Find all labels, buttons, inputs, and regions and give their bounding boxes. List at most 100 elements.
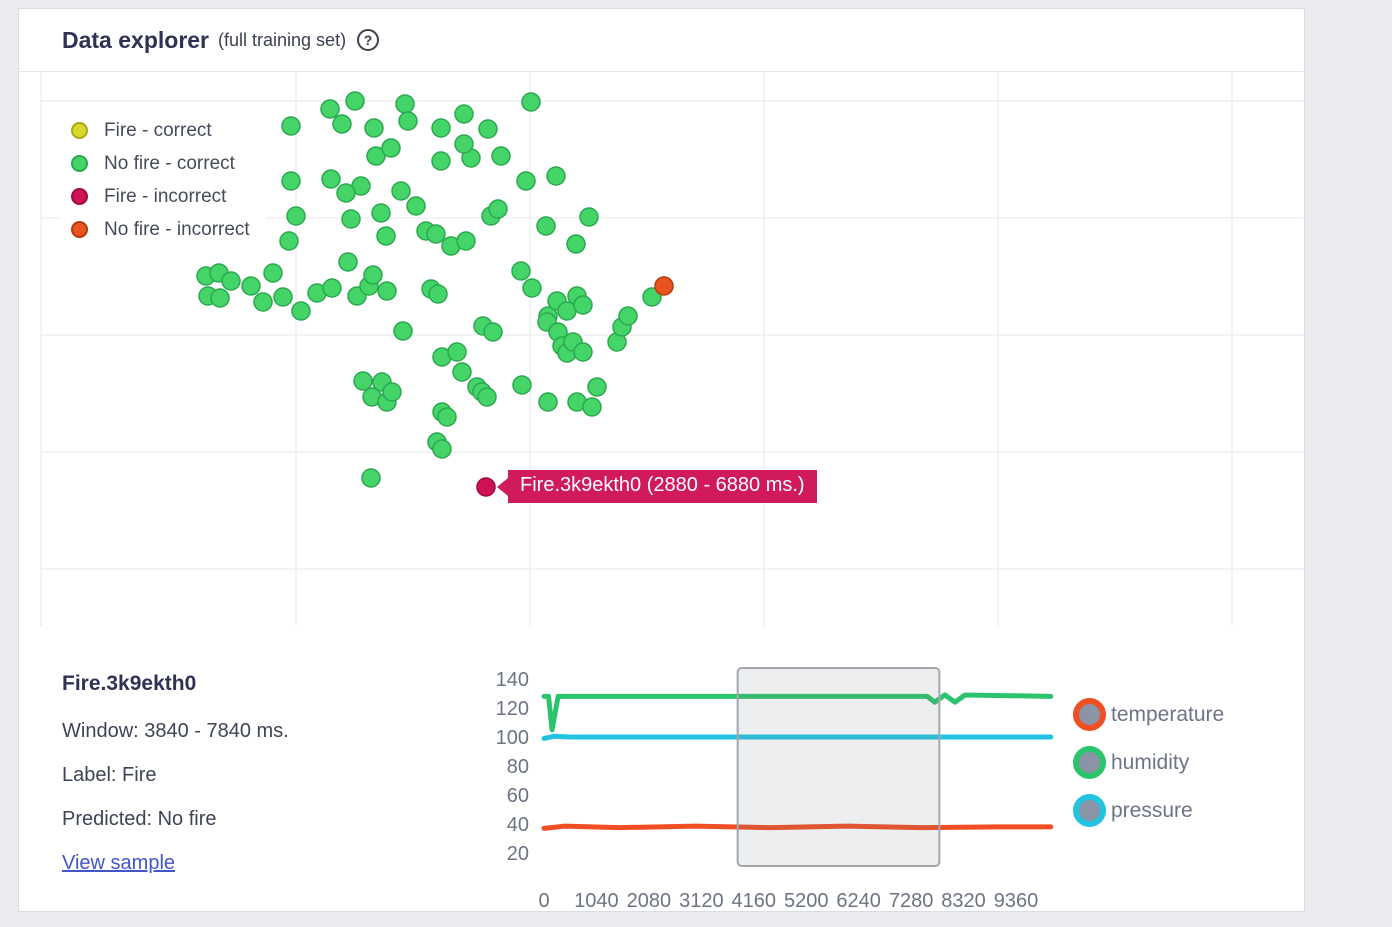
scatter-point-no-fire-correct[interactable] xyxy=(456,231,476,251)
scatter-point-no-fire-correct[interactable] xyxy=(522,278,542,298)
scatter-point-no-fire-correct[interactable] xyxy=(221,271,241,291)
scatter-point-no-fire-correct[interactable] xyxy=(447,342,467,362)
scatter-point-no-fire-correct[interactable] xyxy=(263,263,283,283)
scatter-point-no-fire-correct[interactable] xyxy=(281,116,301,136)
scatter-point-no-fire-correct[interactable] xyxy=(279,231,299,251)
sensor-legend-item-temperature[interactable]: temperature xyxy=(1073,698,1224,731)
x-tick-label: 4160 xyxy=(732,890,777,912)
sensor-label: humidity xyxy=(1111,750,1190,774)
scatter-point-no-fire-correct[interactable] xyxy=(361,468,381,488)
scatter-point-no-fire-correct[interactable] xyxy=(336,183,356,203)
scatter-point-no-fire-correct[interactable] xyxy=(536,216,556,236)
y-tick-label: 40 xyxy=(507,814,529,836)
no-fire-incorrect-dot-icon xyxy=(71,221,88,238)
scatter-point-no-fire-correct[interactable] xyxy=(320,99,340,119)
scatter-point-no-fire-correct[interactable] xyxy=(341,209,361,229)
scatter-point-no-fire-correct[interactable] xyxy=(483,322,503,342)
temperature-line xyxy=(541,823,1054,831)
scatter-point-no-fire-correct[interactable] xyxy=(286,206,306,226)
legend-label: No fire - correct xyxy=(104,152,235,174)
scatter-point-no-fire-correct[interactable] xyxy=(353,371,373,391)
scatter-point-no-fire-correct[interactable] xyxy=(538,392,558,412)
scatter-point-no-fire-correct[interactable] xyxy=(398,111,418,131)
scatter-point-no-fire-correct[interactable] xyxy=(391,181,411,201)
point-tooltip: Fire.3k9ekth0 (2880 - 6880 ms.) xyxy=(508,470,817,503)
sensor-legend-item-humidity[interactable]: humidity xyxy=(1073,746,1224,779)
scatter-point-no-fire-correct[interactable] xyxy=(587,377,607,397)
scatter-point-no-fire-correct[interactable] xyxy=(573,295,593,315)
scatter-point-no-fire-correct[interactable] xyxy=(371,203,391,223)
scatter-point-no-fire-correct[interactable] xyxy=(377,281,397,301)
scatter-point-no-fire-correct[interactable] xyxy=(488,199,508,219)
scatter-point-no-fire-correct[interactable] xyxy=(516,171,536,191)
scatter-point-no-fire-correct[interactable] xyxy=(393,321,413,341)
y-tick-label: 100 xyxy=(496,727,529,749)
scatter-point-no-fire-correct[interactable] xyxy=(437,407,457,427)
scatter-point-no-fire-correct[interactable] xyxy=(477,387,497,407)
view-sample-link[interactable]: View sample xyxy=(62,852,176,874)
x-tick-label: 6240 xyxy=(836,890,881,912)
legend-item-fire-correct[interactable]: Fire - correct xyxy=(61,114,250,147)
scatter-point-no-fire-correct[interactable] xyxy=(273,287,293,307)
scatter-point-no-fire-correct[interactable] xyxy=(491,146,511,166)
scatter-point-no-fire-correct[interactable] xyxy=(366,146,386,166)
help-icon[interactable]: ? xyxy=(357,29,380,51)
scatter-point-no-fire-correct[interactable] xyxy=(618,306,638,326)
scatter-point-no-fire-correct[interactable] xyxy=(210,288,230,308)
page-subtitle: (full training set) xyxy=(218,29,347,50)
scatter-point-no-fire-correct[interactable] xyxy=(431,151,451,171)
scatter-point-no-fire-correct[interactable] xyxy=(579,207,599,227)
legend-item-no-fire-incorrect[interactable]: No fire - incorrect xyxy=(61,213,250,246)
scatter-point-no-fire-correct[interactable] xyxy=(432,439,452,459)
scatter-point-no-fire-correct[interactable] xyxy=(253,292,273,312)
x-tick-label: 3120 xyxy=(679,890,724,912)
sample-label: Label: Fire xyxy=(62,764,157,786)
scatter-point-no-fire-incorrect[interactable] xyxy=(654,276,674,296)
scatter-point-no-fire-correct[interactable] xyxy=(338,252,358,272)
card-header: Data explorer (full training set) ? xyxy=(19,9,1304,72)
scatter-point-no-fire-correct[interactable] xyxy=(363,265,383,285)
scatter-point-no-fire-correct[interactable] xyxy=(321,169,341,189)
scatter-point-fire-incorrect[interactable] xyxy=(476,477,496,497)
scatter-point-no-fire-correct[interactable] xyxy=(511,261,531,281)
scatter-point-no-fire-correct[interactable] xyxy=(642,287,662,307)
scatter-plot[interactable] xyxy=(19,72,1304,626)
scatter-point-no-fire-correct[interactable] xyxy=(454,104,474,124)
scatter-point-no-fire-correct[interactable] xyxy=(546,166,566,186)
legend-item-no-fire-correct[interactable]: No fire - correct xyxy=(61,147,250,180)
scatter-point-no-fire-correct[interactable] xyxy=(395,94,415,114)
selection-window[interactable] xyxy=(736,667,941,867)
scatter-point-no-fire-correct[interactable] xyxy=(322,278,342,298)
scatter-point-no-fire-correct[interactable] xyxy=(478,119,498,139)
scatter-point-no-fire-correct[interactable] xyxy=(582,397,602,417)
scatter-point-no-fire-correct[interactable] xyxy=(406,196,426,216)
scatter-point-no-fire-correct[interactable] xyxy=(364,118,384,138)
scatter-point-no-fire-correct[interactable] xyxy=(573,342,593,362)
scatter-point-no-fire-correct[interactable] xyxy=(566,234,586,254)
sample-detail-section: Fire.3k9ekth0 Window: 3840 - 7840 ms. La… xyxy=(19,626,1304,913)
scatter-point-no-fire-correct[interactable] xyxy=(332,114,352,134)
scatter-point-no-fire-correct[interactable] xyxy=(281,171,301,191)
fire-correct-dot-icon xyxy=(71,122,88,139)
scatter-point-no-fire-correct[interactable] xyxy=(454,134,474,154)
scatter-point-no-fire-correct[interactable] xyxy=(241,276,261,296)
sensor-legend-item-pressure[interactable]: pressure xyxy=(1073,794,1224,827)
legend-label: No fire - incorrect xyxy=(104,218,250,240)
x-tick-label: 0 xyxy=(538,890,549,912)
scatter-point-no-fire-correct[interactable] xyxy=(382,382,402,402)
scatter-point-no-fire-correct[interactable] xyxy=(426,224,446,244)
sample-name: Fire.3k9ekth0 xyxy=(62,672,197,695)
scatter-point-no-fire-correct[interactable] xyxy=(291,301,311,321)
x-tick-label: 8320 xyxy=(941,890,986,912)
scatter-point-no-fire-correct[interactable] xyxy=(428,284,448,304)
scatter-point-no-fire-correct[interactable] xyxy=(345,91,365,111)
legend-item-fire-incorrect[interactable]: Fire - incorrect xyxy=(61,180,250,213)
scatter-point-no-fire-correct[interactable] xyxy=(431,118,451,138)
scatter-point-no-fire-correct[interactable] xyxy=(521,92,541,112)
scatter-point-no-fire-correct[interactable] xyxy=(452,362,472,382)
scatter-point-no-fire-correct[interactable] xyxy=(376,226,396,246)
x-tick-label: 7280 xyxy=(889,890,934,912)
scatter-point-no-fire-correct[interactable] xyxy=(381,138,401,158)
scatter-point-no-fire-correct[interactable] xyxy=(512,375,532,395)
fire-incorrect-dot-icon xyxy=(71,188,88,205)
